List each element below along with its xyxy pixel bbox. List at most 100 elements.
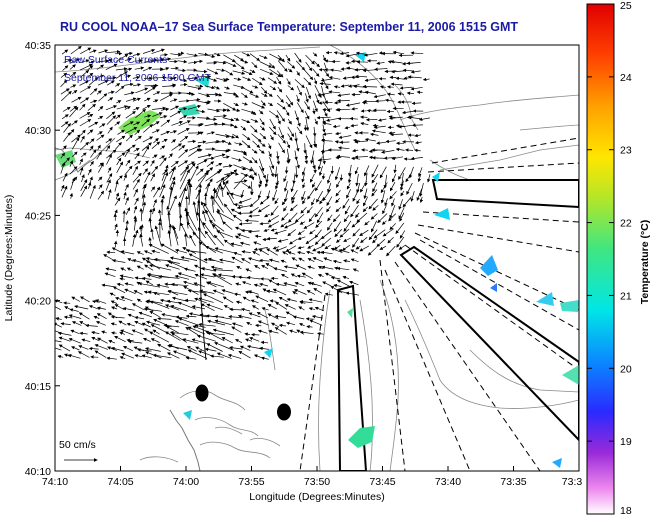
arrow-icon [195, 69, 208, 74]
arrow-icon [219, 258, 235, 263]
arrow-icon [334, 229, 343, 238]
arrow-icon [379, 166, 387, 179]
arrow-icon [88, 60, 95, 65]
arrow-icon [249, 207, 259, 214]
arrow-icon [241, 102, 248, 106]
arrow-icon [307, 244, 314, 249]
arrow-icon [214, 149, 230, 153]
arrow-icon [133, 147, 140, 152]
arrow-icon [80, 47, 92, 55]
arrow-icon [367, 246, 377, 256]
arrow-icon [240, 86, 254, 94]
arrow-icon [322, 124, 326, 133]
arrow-icon [259, 165, 266, 179]
arrow-icon [197, 116, 211, 120]
arrow-icon [335, 206, 342, 213]
arrow-icon [70, 45, 82, 55]
arrow-icon [169, 98, 178, 102]
arrow-icon [360, 237, 368, 244]
arrow-icon [242, 76, 252, 81]
arrow-icon [314, 236, 324, 245]
arrow-icon [213, 234, 225, 246]
arrow-icon [252, 77, 263, 86]
arrow-icon [63, 301, 71, 305]
x-tick-label: 74:05 [107, 476, 133, 488]
arrow-icon [257, 204, 270, 213]
arrow-icon [60, 184, 65, 192]
arrow-icon [106, 111, 116, 120]
arrow-icon [134, 129, 141, 135]
arrow-icon [148, 217, 152, 229]
arrow-icon [323, 94, 328, 105]
arrow-icon [198, 92, 211, 98]
arrow-icon [214, 52, 221, 57]
arrow-icon [159, 184, 166, 198]
arrow-icon [382, 205, 387, 215]
arrow-icon [393, 164, 397, 174]
arrow-icon [107, 166, 112, 173]
arrow-icon [223, 123, 234, 127]
arrow-icon [287, 68, 293, 73]
arrow-icon [397, 92, 404, 96]
arrow-icon [124, 126, 138, 134]
arrow-icon [223, 92, 237, 96]
arrow-icon [89, 145, 94, 151]
arrow-icon [410, 51, 424, 55]
arrow-icon [113, 240, 118, 248]
arrow-icon [312, 108, 316, 115]
arrow-icon [275, 246, 287, 252]
arrow-icon [150, 159, 155, 167]
arrow-icon [343, 220, 352, 232]
arrow-icon [322, 150, 326, 165]
arrow-icon [124, 74, 132, 78]
arrow-icon [259, 258, 270, 263]
arrow-icon [154, 225, 162, 247]
arrow-icon [378, 118, 387, 122]
arrow-icon [269, 68, 282, 78]
arrow-icon [336, 180, 341, 188]
arrow-icon [161, 76, 174, 80]
arrow-icon [276, 102, 287, 110]
arrow-icon [297, 250, 305, 255]
arrow-icon [314, 93, 320, 104]
arrow-icon [69, 106, 79, 118]
arrow-icon [371, 164, 379, 178]
arrow-icon [132, 83, 141, 87]
arrow-icon [340, 84, 350, 88]
arrow-icon [314, 229, 322, 239]
arrow-icon [359, 245, 370, 252]
arrow-icon [203, 202, 216, 222]
arrow-icon [241, 140, 251, 149]
arrow-icon [97, 80, 109, 86]
arrow-icon [216, 230, 234, 238]
arrow-icon [232, 133, 240, 139]
arrow-icon [204, 122, 218, 127]
arrow-icon [269, 62, 276, 69]
arrow-icon [124, 82, 134, 87]
arrow-icon [312, 257, 323, 263]
arrow-icon [241, 258, 251, 264]
arrow-icon [312, 68, 320, 77]
arrow-icon [381, 150, 395, 154]
colorbar-tick-label: 19 [620, 436, 632, 448]
arrow-icon [196, 159, 208, 166]
arrow-icon [205, 245, 224, 254]
arrow-icon [352, 228, 361, 237]
arrow-icon [315, 180, 322, 192]
arrow-icon [286, 141, 291, 149]
arrow-icon [62, 65, 69, 71]
arrow-icon [169, 165, 176, 181]
sst-patch-icon [490, 283, 497, 292]
arrow-icon [207, 257, 224, 264]
arrow-icon [79, 158, 83, 165]
arrow-icon [133, 217, 138, 231]
arrow-icon [309, 229, 316, 235]
colorbar-tick-label: 21 [620, 290, 632, 302]
arrow-icon [233, 173, 248, 190]
arrow-icon [177, 59, 188, 64]
plot-area: Raw Surface Currents September 11, 2006 … [54, 44, 580, 472]
arrow-icon [165, 264, 180, 270]
arrow-icon [398, 207, 405, 220]
arrow-icon [223, 54, 236, 63]
arrow-icon [224, 134, 236, 139]
